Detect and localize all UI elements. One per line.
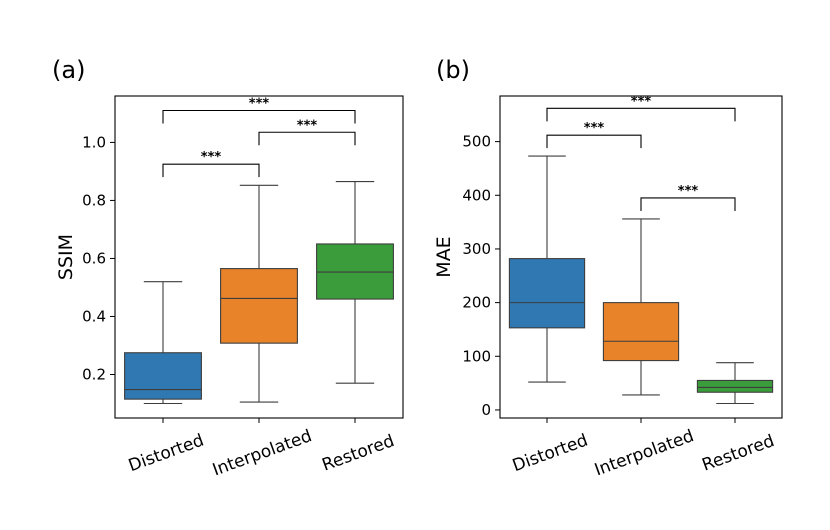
significance-label: *** bbox=[678, 184, 699, 199]
significance-bracket bbox=[640, 197, 736, 211]
y-axis-title: MAE bbox=[433, 236, 455, 277]
x-category-label: Distorted bbox=[510, 430, 591, 476]
y-tick-label: 1.0 bbox=[82, 133, 106, 151]
significance-bracket bbox=[162, 163, 260, 178]
box-distorted bbox=[508, 155, 586, 383]
x-category-label: Restored bbox=[319, 431, 397, 476]
iqr-box bbox=[220, 268, 298, 344]
significance-bracket bbox=[546, 107, 736, 122]
y-tick-label: 500 bbox=[462, 133, 491, 151]
significance-label: *** bbox=[249, 97, 270, 112]
x-category-label: Distorted bbox=[126, 430, 207, 476]
iqr-box bbox=[602, 302, 680, 362]
significance-label: *** bbox=[297, 118, 318, 133]
panel-b: (b) MAE 0 100 200 300 400 500 Distorted Interpola… bbox=[433, 56, 783, 481]
significance-bracket bbox=[258, 131, 356, 146]
y-tick-label: 400 bbox=[462, 186, 491, 204]
box-interpolated bbox=[602, 218, 680, 396]
panel-a: (a) SSIM 0.2 0.4 0.6 0.8 1.0 Distorted Interpola… bbox=[52, 56, 404, 481]
panel-label: (a) bbox=[52, 56, 85, 84]
x-category-label: Interpolated bbox=[210, 426, 315, 480]
box-interpolated bbox=[220, 184, 298, 403]
panel-label: (b) bbox=[436, 56, 470, 84]
significance-bracket bbox=[162, 109, 356, 124]
iqr-box bbox=[124, 352, 202, 400]
y-tick-label: 0.2 bbox=[82, 365, 106, 383]
y-tick-label: 100 bbox=[462, 347, 491, 365]
significance-bracket bbox=[546, 134, 642, 149]
y-axis-title: SSIM bbox=[55, 234, 77, 280]
box-distorted bbox=[124, 281, 202, 405]
y-tick-label: 200 bbox=[462, 294, 491, 312]
significance-label: *** bbox=[584, 121, 605, 136]
iqr-box bbox=[508, 258, 586, 329]
axes-frame bbox=[114, 95, 404, 419]
y-tick-label: 300 bbox=[462, 240, 491, 258]
y-tick-label: 0.4 bbox=[82, 307, 106, 325]
significance-label: *** bbox=[631, 94, 652, 109]
significance-label: *** bbox=[201, 150, 222, 165]
y-tick-label: 0.8 bbox=[82, 191, 106, 209]
y-tick-label: 0.6 bbox=[82, 249, 106, 267]
y-tick-label: 0 bbox=[481, 401, 491, 419]
iqr-box bbox=[696, 379, 774, 393]
x-category-label: Interpolated bbox=[592, 426, 697, 480]
iqr-box bbox=[316, 243, 394, 300]
axes-frame bbox=[499, 95, 783, 419]
box-restored bbox=[696, 362, 774, 405]
box-restored bbox=[316, 181, 394, 384]
x-category-label: Restored bbox=[699, 431, 777, 476]
